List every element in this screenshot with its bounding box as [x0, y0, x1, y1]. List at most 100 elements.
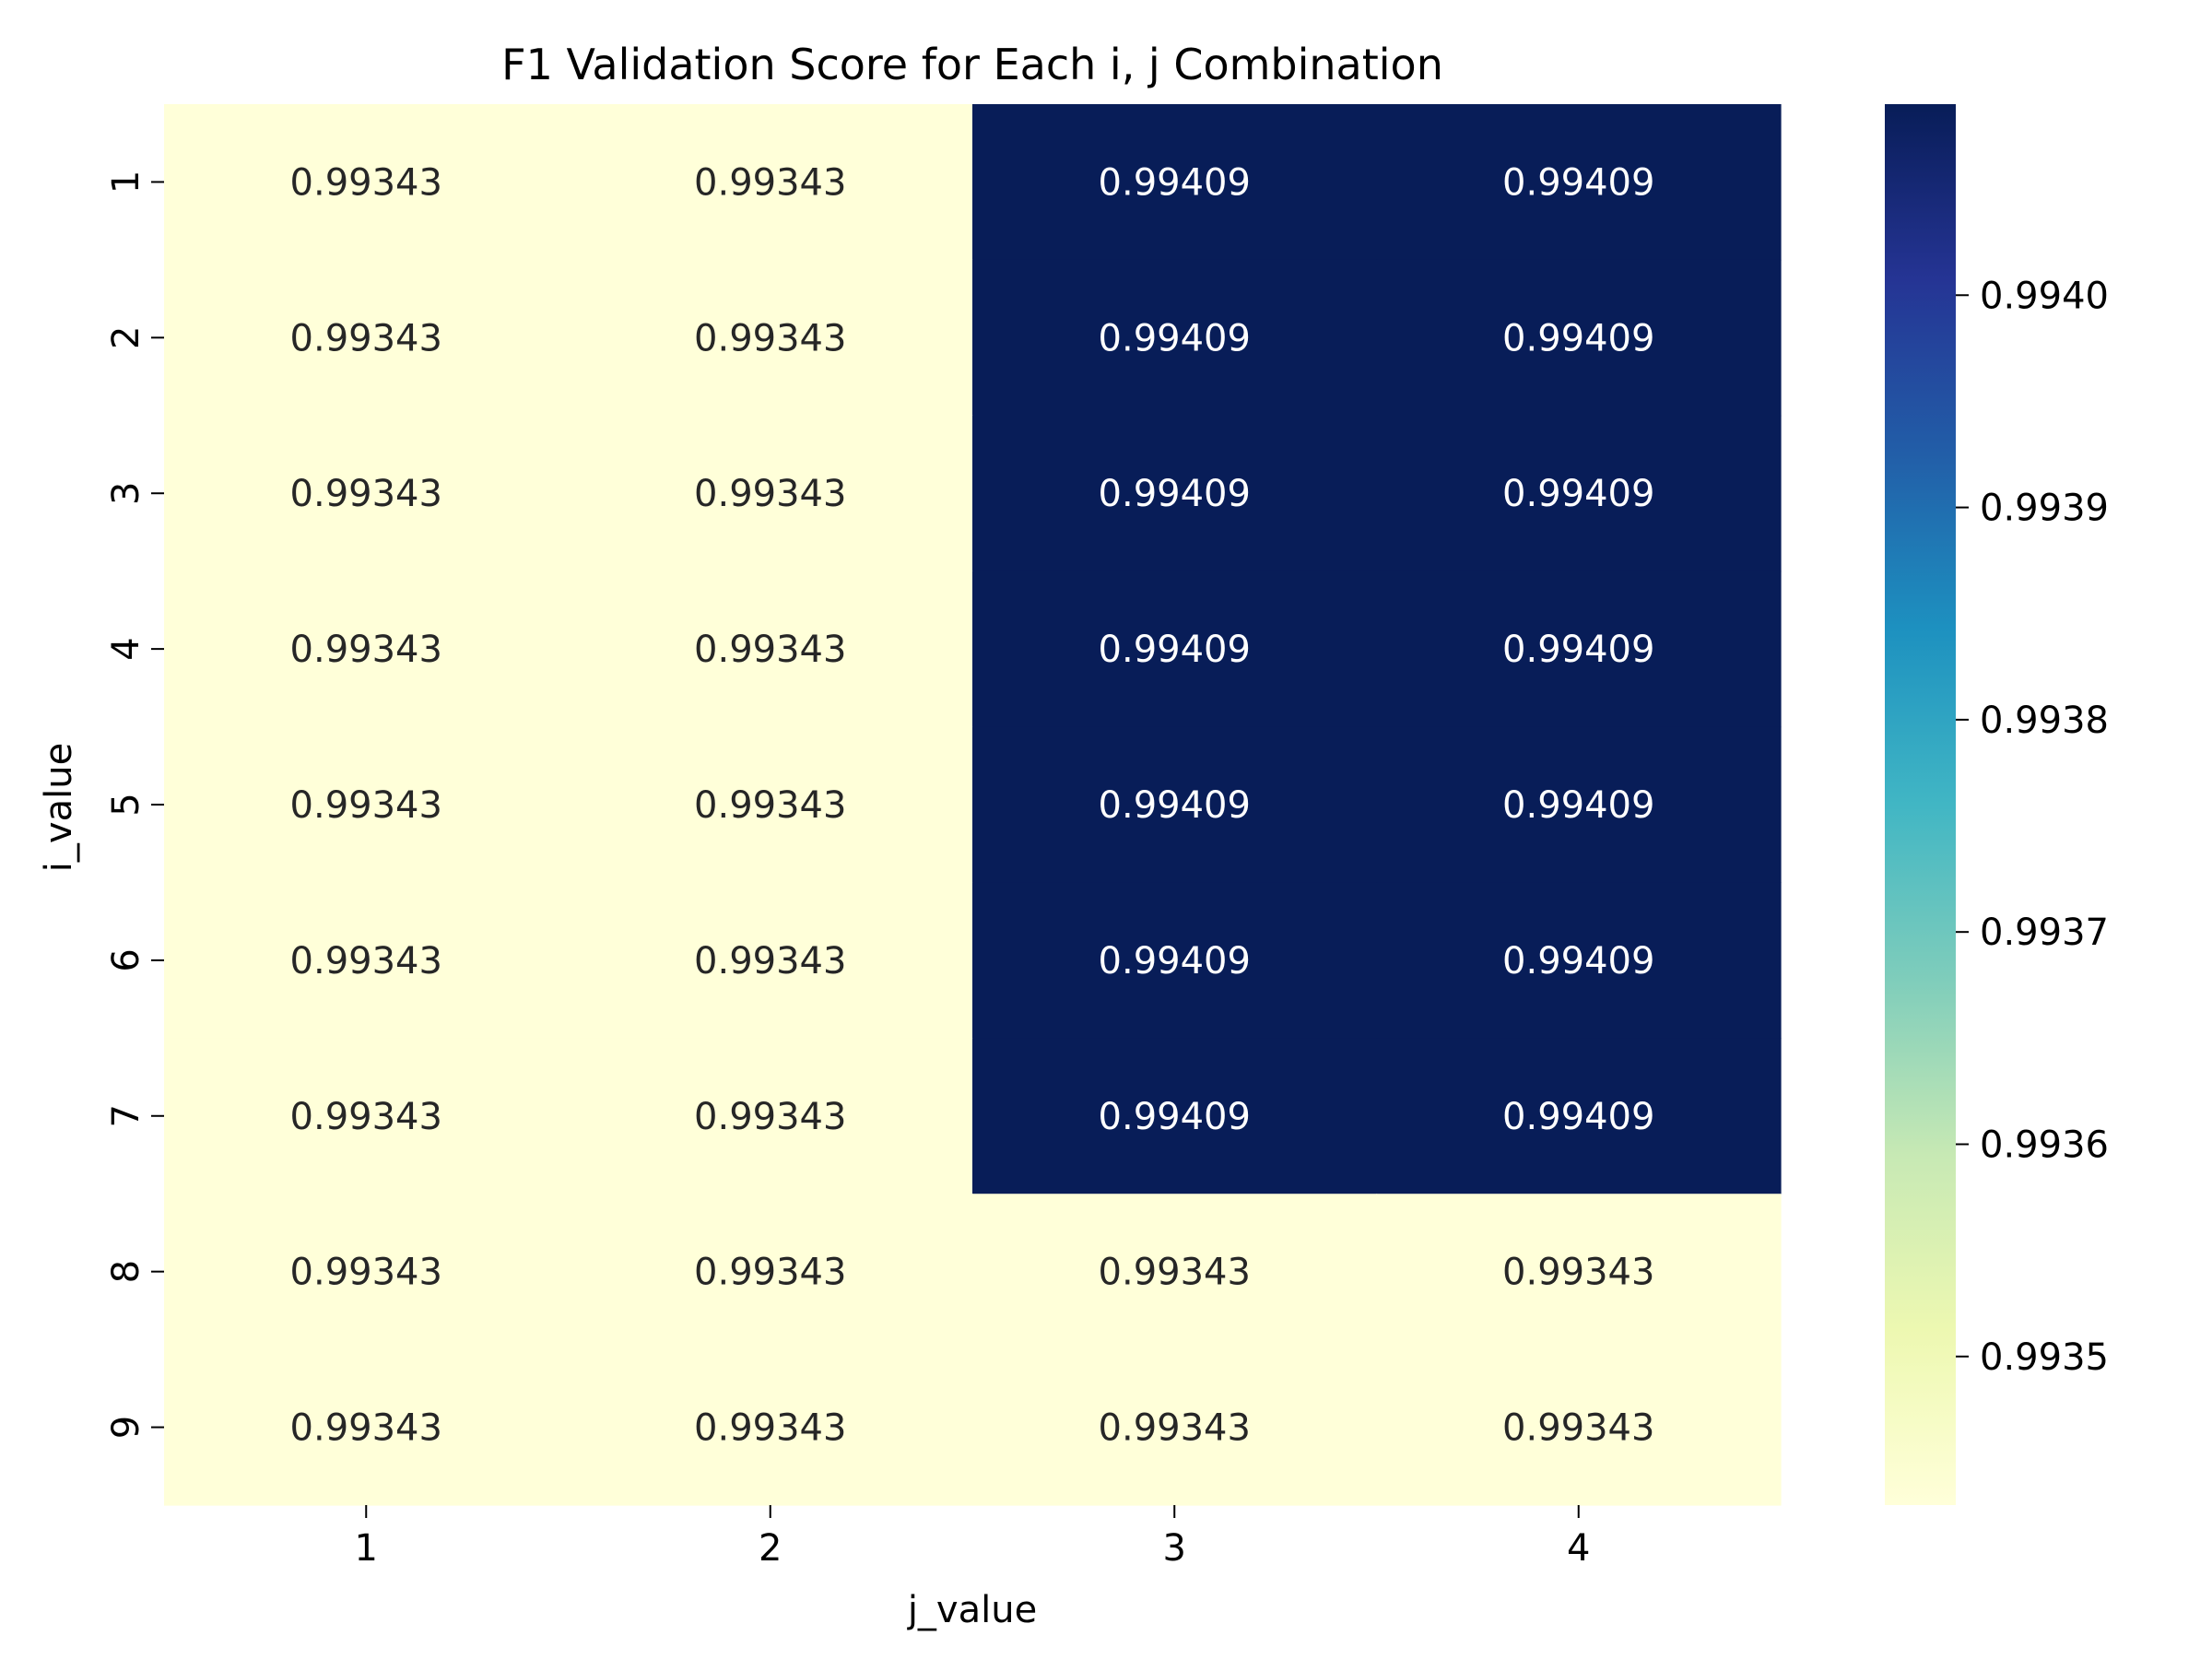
y-tick-label: 3	[105, 481, 147, 504]
heatmap-cell	[972, 104, 1378, 261]
heatmap-cell	[568, 726, 973, 884]
y-tick-label: 8	[105, 1260, 147, 1283]
cell-value-label: 0.99343	[694, 784, 846, 827]
heatmap-cell	[164, 882, 570, 1039]
heatmap-cell	[568, 415, 973, 572]
heatmap-cell	[972, 1194, 1378, 1350]
heatmap-cell	[972, 259, 1378, 417]
heatmap-cell	[1376, 1349, 1782, 1506]
colorbar-tick-label: 0.9937	[1980, 912, 2109, 954]
y-axis-label: i_value	[38, 743, 80, 872]
cell-value-label: 0.99409	[1502, 317, 1654, 359]
heatmap-cell	[164, 1194, 570, 1350]
cell-value-label: 0.99343	[290, 629, 442, 671]
heatmap-cell	[972, 726, 1378, 884]
heatmap-cell	[164, 726, 570, 884]
colorbar-tick-label: 0.9935	[1980, 1336, 2109, 1379]
y-tick-label: 9	[105, 1416, 147, 1439]
heatmap-cell	[1376, 259, 1782, 417]
cell-value-label: 0.99409	[1099, 161, 1251, 204]
cell-value-label: 0.99343	[694, 473, 846, 515]
colorbar-tick-label: 0.9936	[1980, 1124, 2109, 1166]
cell-value-label: 0.99343	[694, 161, 846, 204]
cell-value-label: 0.99343	[694, 629, 846, 671]
heatmap-cell	[568, 571, 973, 728]
cell-value-label: 0.99409	[1502, 1096, 1654, 1138]
y-tick-label: 6	[105, 948, 147, 971]
cell-value-label: 0.99409	[1502, 161, 1654, 204]
cell-value-label: 0.99409	[1099, 1096, 1251, 1138]
heatmap-cell	[1376, 571, 1782, 728]
heatmap-cell	[972, 882, 1378, 1039]
cell-value-label: 0.99409	[1099, 629, 1251, 671]
cell-value-label: 0.99343	[290, 1096, 442, 1138]
y-tick-label: 7	[105, 1104, 147, 1127]
x-tick-label: 1	[355, 1527, 378, 1570]
colorbar-tick-label: 0.9939	[1980, 488, 2109, 530]
chart-title: F1 Validation Score for Each i, j Combin…	[501, 40, 1443, 89]
cell-value-label: 0.99343	[1099, 1407, 1251, 1450]
colorbar	[1885, 104, 1956, 1505]
cell-value-label: 0.99343	[694, 940, 846, 982]
cell-value-label: 0.99409	[1099, 317, 1251, 359]
heatmap-cell	[972, 1038, 1378, 1194]
x-tick-label: 2	[759, 1527, 782, 1570]
cell-value-label: 0.99343	[1502, 1407, 1654, 1450]
colorbar-tick-label: 0.9938	[1980, 700, 2109, 742]
x-tick-label: 3	[1163, 1527, 1186, 1570]
cell-value-label: 0.99409	[1099, 940, 1251, 982]
heatmap-cell	[164, 259, 570, 417]
cell-value-label: 0.99409	[1099, 784, 1251, 827]
colorbar-axis: 0.9935 0.9936 0.9937 0.9938 0.9939 0.9940	[1956, 275, 2109, 1379]
heatmap-cell	[1376, 882, 1782, 1039]
x-tick-label: 4	[1567, 1527, 1590, 1570]
heatmap-cell	[568, 104, 973, 261]
cell-value-label: 0.99343	[1502, 1252, 1654, 1294]
heatmap-cell	[164, 1038, 570, 1194]
x-axis: 1 2 3 4	[355, 1505, 1590, 1570]
heatmap-cell	[568, 882, 973, 1039]
y-tick-label: 1	[105, 171, 147, 194]
x-axis-label: j_value	[907, 1589, 1037, 1631]
cell-value-label: 0.99343	[290, 473, 442, 515]
cell-value-label: 0.99409	[1502, 629, 1654, 671]
heatmap-cell-labels: 0.99343 0.99343 0.99409 0.99409 0.99343 0.993…	[290, 161, 1655, 1449]
cell-value-label: 0.99409	[1502, 784, 1654, 827]
cell-value-label: 0.99343	[694, 1096, 846, 1138]
cell-value-label: 0.99343	[290, 317, 442, 359]
cell-value-label: 0.99343	[290, 161, 442, 204]
cell-value-label: 0.99343	[290, 1252, 442, 1294]
heatmap-cell	[1376, 726, 1782, 884]
y-tick-label: 2	[105, 326, 147, 349]
heatmap-cells	[164, 104, 1782, 1506]
cell-value-label: 0.99343	[1099, 1252, 1251, 1294]
heatmap-cell	[164, 1349, 570, 1506]
colorbar-tick-label: 0.9940	[1980, 275, 2109, 317]
heatmap-cell	[568, 1349, 973, 1506]
heatmap-cell	[164, 571, 570, 728]
cell-value-label: 0.99343	[694, 1407, 846, 1450]
heatmap-cell	[568, 259, 973, 417]
cell-value-label: 0.99409	[1099, 473, 1251, 515]
heatmap-cell	[164, 415, 570, 572]
heatmap-cell	[972, 1349, 1378, 1506]
heatmap-cell	[1376, 1194, 1782, 1350]
cell-value-label: 0.99343	[290, 940, 442, 982]
heatmap-cell	[164, 104, 570, 261]
heatmap-cell	[972, 571, 1378, 728]
cell-value-label: 0.99409	[1502, 940, 1654, 982]
cell-value-label: 0.99343	[290, 784, 442, 827]
y-tick-label: 4	[105, 637, 147, 660]
cell-value-label: 0.99343	[290, 1407, 442, 1450]
cell-value-label: 0.99343	[694, 317, 846, 359]
heatmap-cell	[1376, 104, 1782, 261]
heatmap-cell	[1376, 415, 1782, 572]
heatmap-cell	[1376, 1038, 1782, 1194]
heatmap-cell	[568, 1194, 973, 1350]
cell-value-label: 0.99409	[1502, 473, 1654, 515]
cell-value-label: 0.99343	[694, 1252, 846, 1294]
y-axis: 1 2 3 4 5 6 7 8 9	[105, 171, 164, 1439]
heatmap-cell	[972, 415, 1378, 572]
